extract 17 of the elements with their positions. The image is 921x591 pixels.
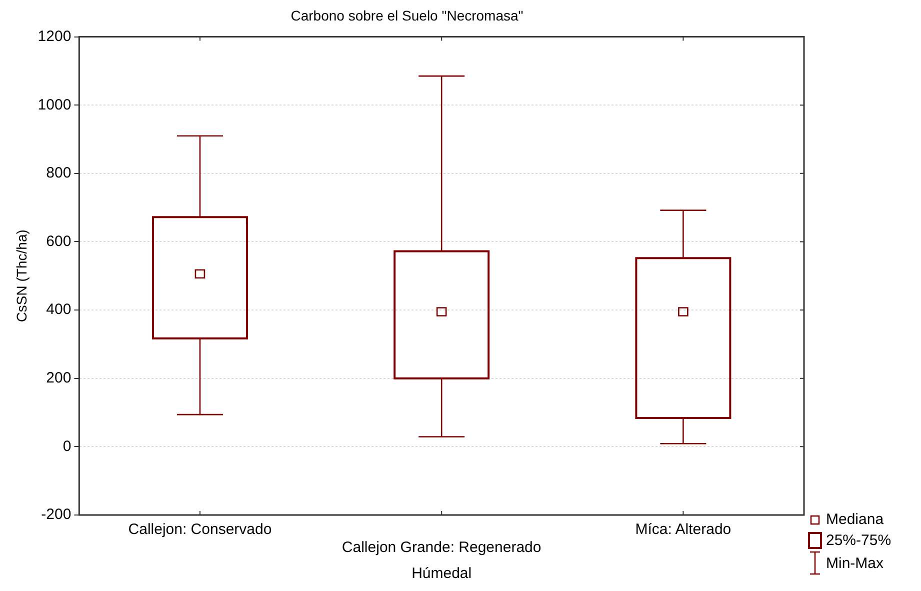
y-axis-title: CsSN (Thc/ha) (13, 230, 30, 322)
y-tick-label: 600 (46, 232, 72, 250)
y-tick-label: 1200 (38, 28, 72, 45)
x-tick-label: Callejon Grande: Regenerado (342, 539, 542, 556)
y-tick-label: 200 (46, 370, 72, 387)
x-axis-title: Húmedal (412, 565, 472, 582)
y-tick-label: -200 (41, 506, 72, 524)
y-tick-label: 1000 (38, 96, 72, 114)
text: 25%-75% (826, 531, 892, 551)
text: Min-Max (826, 554, 884, 574)
y-tick-label: 400 (46, 301, 72, 318)
chart-title: Carbono sobre el Suelo "Necromasa" (290, 7, 524, 24)
y-tick-label: 0 (62, 438, 72, 455)
x-tick-label: Míca: Alterado (635, 521, 732, 538)
text: Mediana (826, 510, 884, 530)
y-tick-label: 800 (46, 164, 72, 182)
x-tick-label: Callejon: Conservado (128, 521, 272, 538)
